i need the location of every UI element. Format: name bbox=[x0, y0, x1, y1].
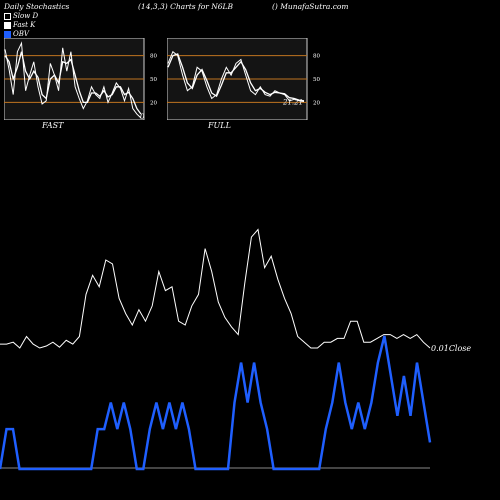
legend-item-obv: OBV bbox=[4, 30, 29, 38]
stoch-line-1 bbox=[167, 53, 305, 102]
close-price-line bbox=[0, 228, 431, 349]
level-tick-label: 20 bbox=[313, 100, 320, 106]
level-tick-label: 50 bbox=[150, 77, 157, 83]
price-obv-chart: 0.01Close bbox=[0, 228, 471, 471]
close-suffix: Close bbox=[449, 344, 472, 353]
site-credit: () MunafaSutra.com bbox=[272, 2, 349, 11]
level-tick-label: 80 bbox=[150, 54, 157, 60]
legend-item-fast-k: Fast K bbox=[4, 21, 35, 29]
chart-title: Daily Stochastics bbox=[4, 2, 70, 11]
legend-swatch-icon bbox=[4, 21, 11, 29]
fast-panel-label: FAST bbox=[42, 121, 64, 130]
full-panel-label: FULL bbox=[208, 121, 231, 130]
level-tick-label: 50 bbox=[313, 77, 320, 83]
level-tick-label: 20 bbox=[150, 100, 157, 106]
legend-label: Slow D bbox=[13, 12, 39, 20]
close-last-value-label: 0.01Close bbox=[431, 344, 471, 353]
obv-line bbox=[0, 335, 432, 471]
last-value-label: 0 bbox=[140, 113, 145, 120]
chart-subtitle: (14,3,3) Charts for N6LB bbox=[138, 2, 234, 11]
close-value: 0.01 bbox=[431, 344, 449, 353]
fast-stochastic-panel: 20 50 80 0 bbox=[4, 38, 157, 120]
legend-item-slow-d: Slow D bbox=[4, 12, 38, 20]
stoch-line-1 bbox=[4, 51, 142, 115]
legend-swatch-icon bbox=[4, 12, 11, 20]
legend-swatch-icon bbox=[4, 30, 11, 38]
legend-label: OBV bbox=[13, 30, 29, 38]
full-stochastic-panel: 20 50 80 21.21 bbox=[167, 38, 320, 120]
level-tick-label: 80 bbox=[313, 54, 320, 60]
legend-label: Fast K bbox=[13, 21, 36, 29]
last-value-label: 21.21 bbox=[282, 99, 303, 107]
